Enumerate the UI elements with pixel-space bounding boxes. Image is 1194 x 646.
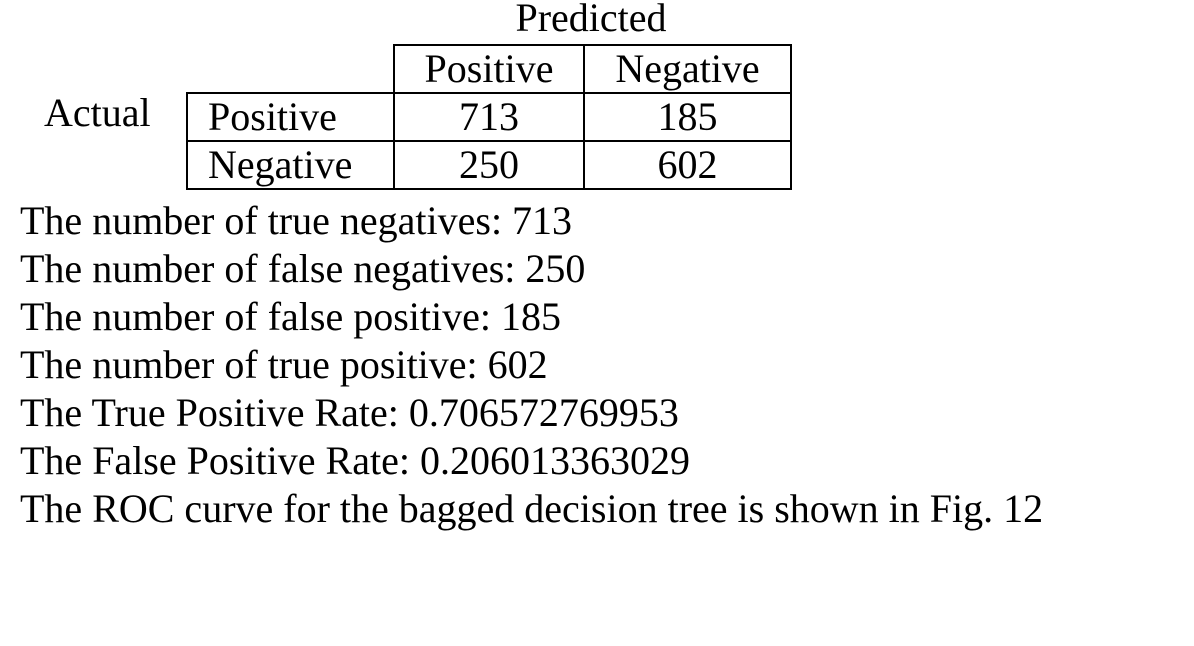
confusion-matrix-header-row: Positive Negative bbox=[187, 44, 792, 94]
row-header-negative: Negative bbox=[186, 140, 395, 190]
roc-curve-reference-line: The ROC curve for the bagged decision tr… bbox=[20, 486, 1044, 531]
cell-actual-negative-predicted-positive: 250 bbox=[393, 140, 585, 190]
confusion-matrix-row-negative: Negative 250 602 bbox=[186, 140, 792, 190]
cell-actual-negative-predicted-negative: 602 bbox=[583, 140, 792, 190]
results-text-block: The number of true negatives: 713 The nu… bbox=[20, 197, 1180, 533]
confusion-matrix-row-positive: Positive 713 185 bbox=[186, 92, 792, 142]
predicted-axis-label: Predicted bbox=[515, 0, 667, 40]
true-positive-line: The number of true positive: 602 bbox=[20, 342, 548, 387]
true-negatives-line: The number of true negatives: 713 bbox=[20, 198, 573, 243]
false-negatives-line: The number of false negatives: 250 bbox=[20, 246, 586, 291]
false-positive-rate-line: The False Positive Rate: 0.206013363029 bbox=[20, 438, 690, 483]
column-header-negative: Negative bbox=[583, 44, 792, 94]
column-header-positive: Positive bbox=[393, 44, 585, 94]
true-positive-rate-line: The True Positive Rate: 0.706572769953 bbox=[20, 390, 679, 435]
row-header-positive: Positive bbox=[186, 92, 395, 142]
actual-axis-label: Actual bbox=[44, 90, 151, 135]
cell-actual-positive-predicted-positive: 713 bbox=[393, 92, 585, 142]
cell-actual-positive-predicted-negative: 185 bbox=[583, 92, 792, 142]
confusion-matrix-corner bbox=[187, 45, 394, 93]
false-positive-line: The number of false positive: 185 bbox=[20, 294, 561, 339]
confusion-matrix-table: Positive Negative Positive 713 185 Negat… bbox=[186, 44, 792, 190]
